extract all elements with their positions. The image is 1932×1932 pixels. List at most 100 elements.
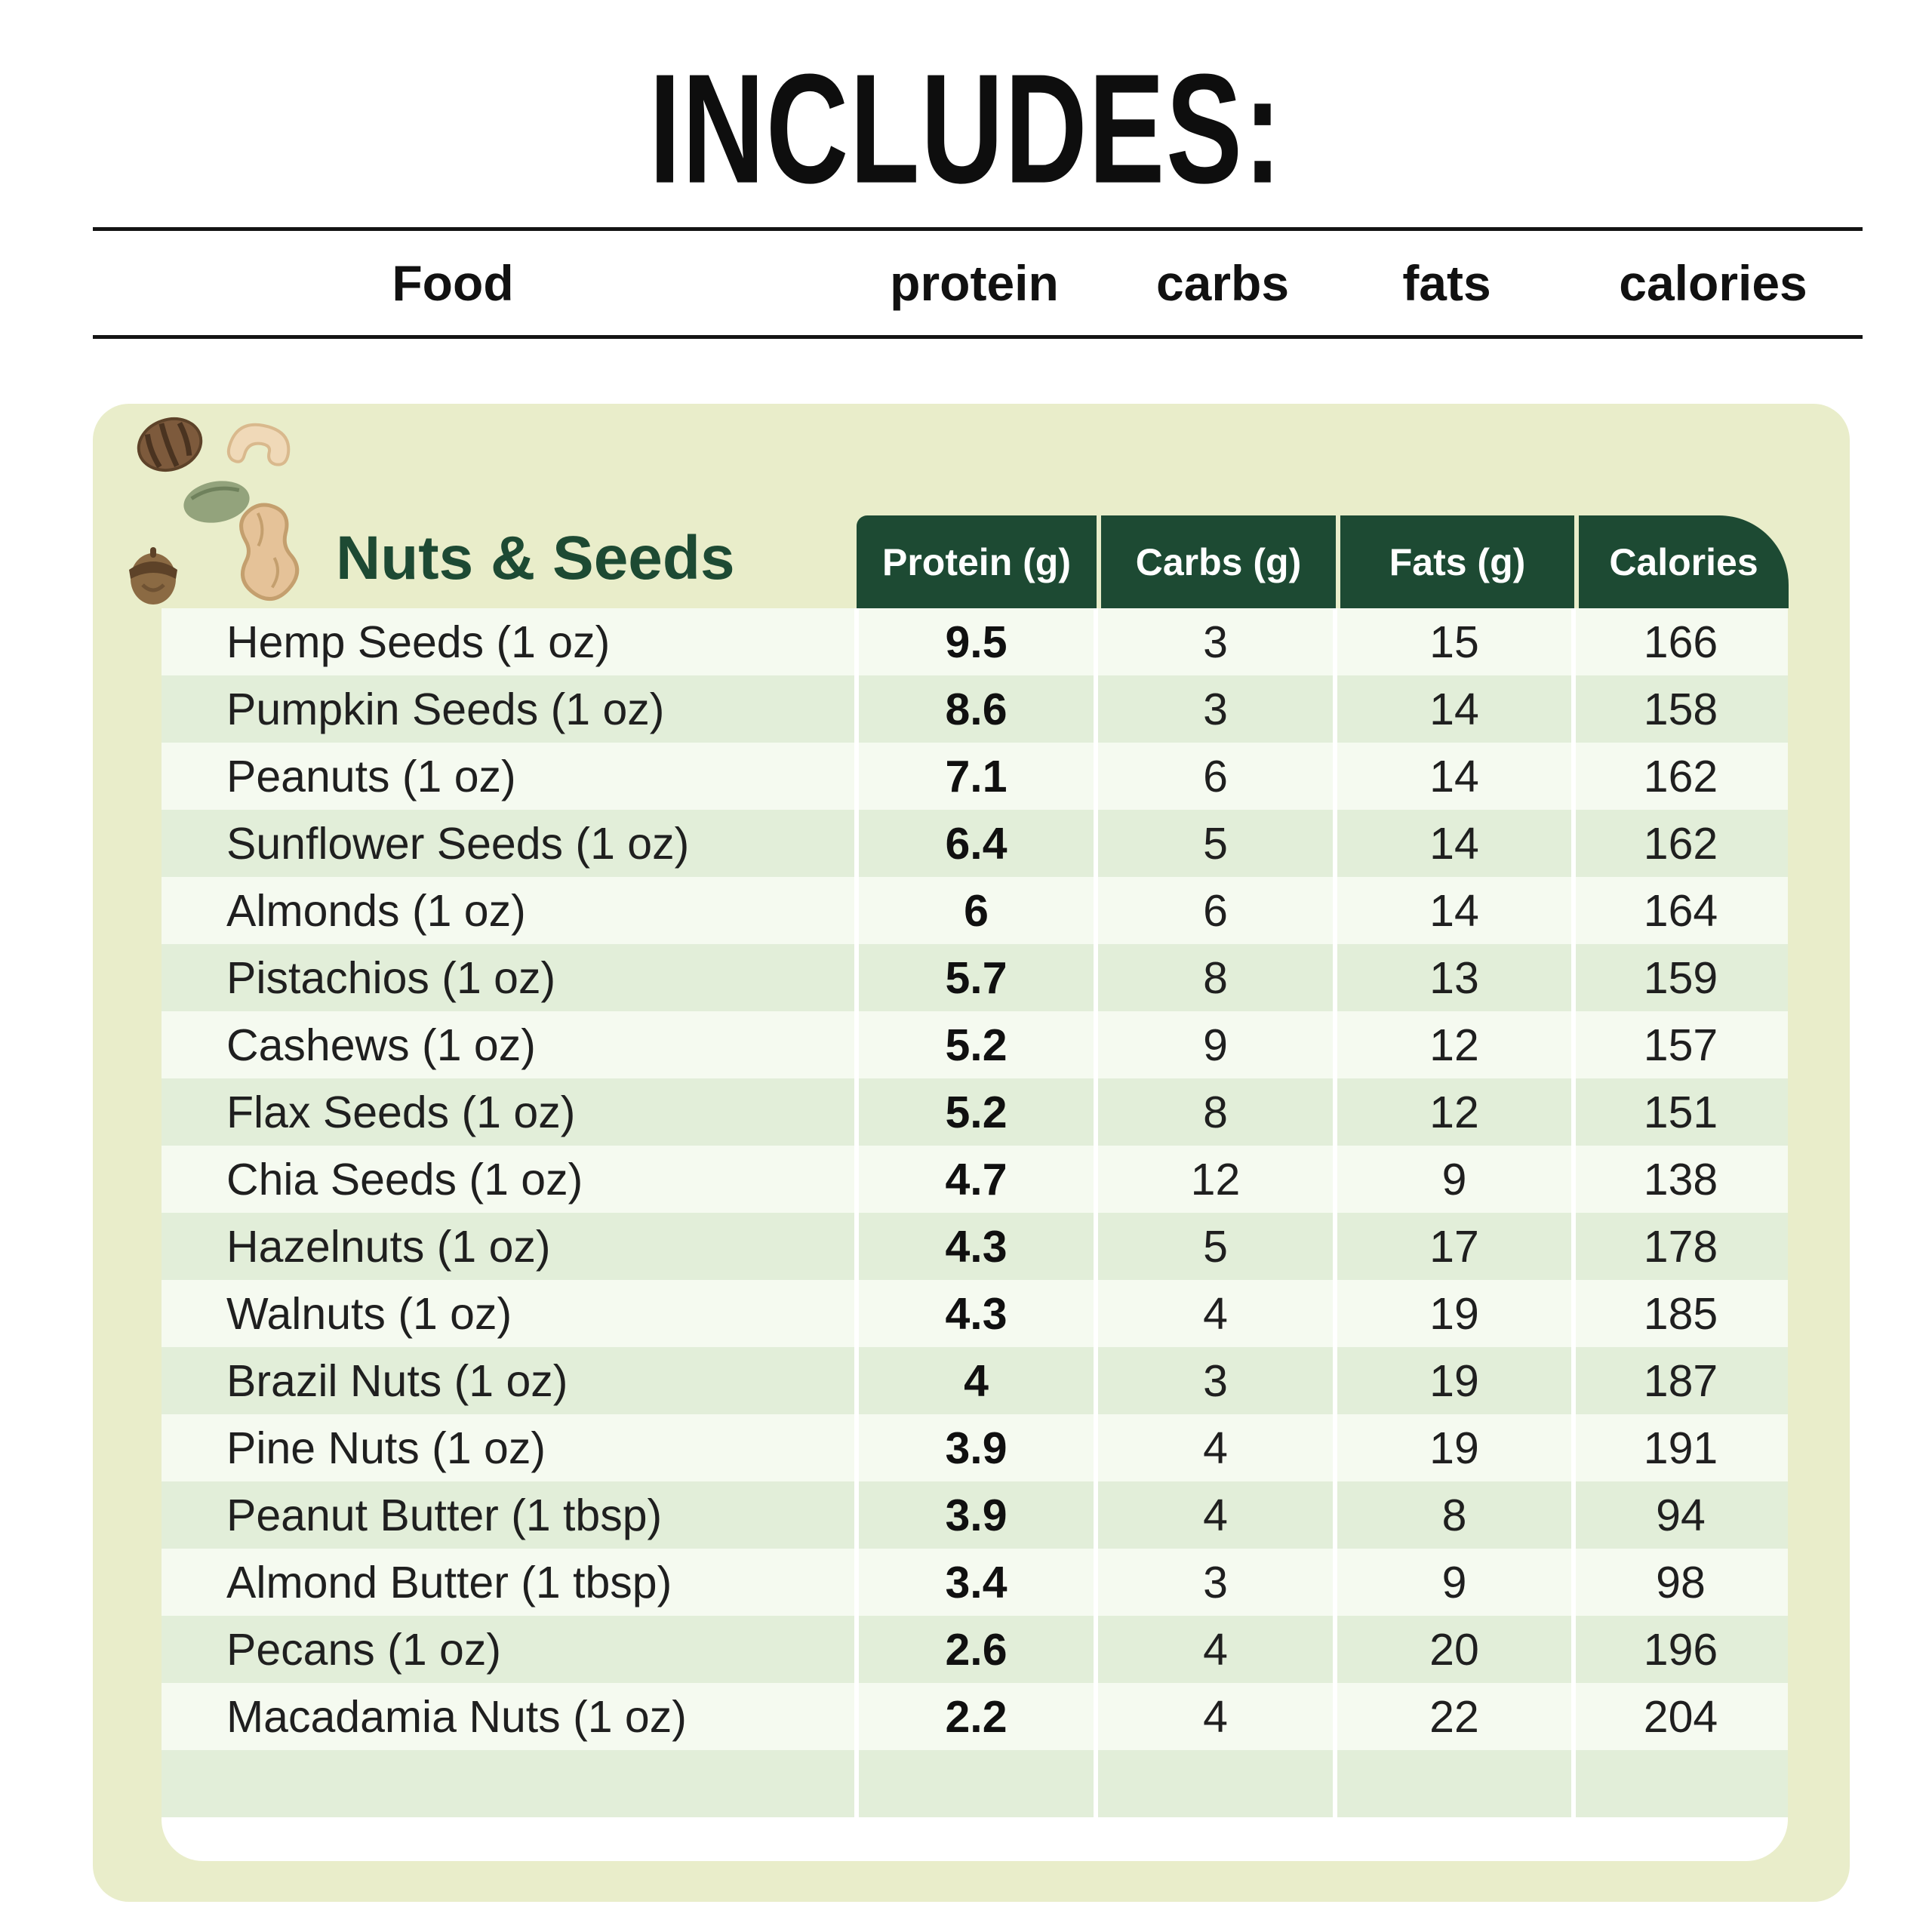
carbs-value: 3 bbox=[1203, 1557, 1228, 1607]
table-row: Pumpkin Seeds (1 oz) 8.6 3 14 158 bbox=[162, 675, 1788, 743]
protein-value: 3.4 bbox=[945, 1557, 1008, 1607]
carbs-value: 3 bbox=[1203, 617, 1228, 667]
protein-value: 3.9 bbox=[945, 1423, 1008, 1473]
table-row: Pine Nuts (1 oz) 3.9 4 19 191 bbox=[162, 1414, 1788, 1481]
fats-value: 19 bbox=[1429, 1288, 1479, 1339]
fats-value: 14 bbox=[1429, 751, 1479, 801]
food-name: Pine Nuts (1 oz) bbox=[226, 1423, 546, 1473]
carbs-value: 4 bbox=[1203, 1624, 1228, 1675]
protein-value: 7.1 bbox=[945, 751, 1008, 801]
fats-value: 14 bbox=[1429, 684, 1479, 734]
bean-icon bbox=[183, 481, 250, 523]
food-name: Hazelnuts (1 oz) bbox=[226, 1221, 551, 1272]
column-separator bbox=[1571, 608, 1576, 1861]
carbs-value: 8 bbox=[1203, 952, 1228, 1003]
calories-value: 166 bbox=[1643, 617, 1718, 667]
protein-value: 6.4 bbox=[945, 818, 1008, 869]
cashew-icon bbox=[226, 423, 291, 466]
column-separator bbox=[854, 608, 859, 1861]
carbs-value: 5 bbox=[1203, 818, 1228, 869]
fats-value: 15 bbox=[1429, 617, 1479, 667]
table-row: Pistachios (1 oz) 5.7 8 13 159 bbox=[162, 944, 1788, 1011]
protein-value: 4 bbox=[964, 1355, 989, 1406]
food-name: Peanut Butter (1 tbsp) bbox=[226, 1490, 663, 1540]
card-title: Nuts & Seeds bbox=[336, 524, 735, 592]
table-row: Cashews (1 oz) 5.2 9 12 157 bbox=[162, 1011, 1788, 1078]
fats-value: 12 bbox=[1429, 1020, 1479, 1070]
table-row: Chia Seeds (1 oz) 4.7 12 9 138 bbox=[162, 1146, 1788, 1213]
fats-value: 20 bbox=[1429, 1624, 1479, 1675]
protein-value: 6 bbox=[964, 885, 989, 936]
carbs-value: 4 bbox=[1203, 1490, 1228, 1540]
protein-value: 3.9 bbox=[945, 1490, 1008, 1540]
table-row: Flax Seeds (1 oz) 5.2 8 12 151 bbox=[162, 1078, 1788, 1146]
food-name: Flax Seeds (1 oz) bbox=[226, 1087, 576, 1137]
food-name: Peanuts (1 oz) bbox=[226, 751, 516, 801]
fats-value: 9 bbox=[1441, 1557, 1467, 1607]
fats-value: 8 bbox=[1441, 1490, 1467, 1540]
summary-fats-label: fats bbox=[1402, 255, 1491, 311]
table-body: Hemp Seeds (1 oz) 9.5 3 15 166 Pumpkin Seeds … bbox=[162, 608, 1788, 1861]
carbs-value: 8 bbox=[1203, 1087, 1228, 1137]
protein-value: 8.6 bbox=[945, 684, 1008, 734]
column-header: Protein (g) bbox=[857, 515, 1097, 608]
fats-value: 19 bbox=[1429, 1355, 1479, 1406]
protein-value: 5.7 bbox=[945, 952, 1008, 1003]
peanut-icon bbox=[239, 503, 300, 601]
fats-value: 14 bbox=[1429, 885, 1479, 936]
calories-value: 164 bbox=[1643, 885, 1718, 936]
fats-value: 17 bbox=[1429, 1221, 1479, 1272]
protein-value: 2.6 bbox=[945, 1624, 1008, 1675]
carbs-value: 6 bbox=[1203, 751, 1228, 801]
calories-value: 191 bbox=[1643, 1423, 1718, 1473]
fats-value: 9 bbox=[1441, 1154, 1467, 1204]
calories-value: 157 bbox=[1643, 1020, 1718, 1070]
column-header: Fats (g) bbox=[1336, 515, 1574, 608]
food-name: Almond Butter (1 tbsp) bbox=[226, 1557, 672, 1607]
protein-value: 4.3 bbox=[945, 1221, 1008, 1272]
fats-value: 13 bbox=[1429, 952, 1479, 1003]
calories-value: 98 bbox=[1656, 1557, 1706, 1607]
empty-stripe-row bbox=[162, 1750, 1788, 1817]
calories-value: 162 bbox=[1643, 751, 1718, 801]
calories-value: 158 bbox=[1643, 684, 1718, 734]
food-name: Pistachios (1 oz) bbox=[226, 952, 556, 1003]
carbs-value: 9 bbox=[1203, 1020, 1228, 1070]
acorn-icon bbox=[129, 547, 177, 605]
food-name: Pecans (1 oz) bbox=[226, 1624, 501, 1675]
carbs-value: 5 bbox=[1203, 1221, 1228, 1272]
calories-value: 159 bbox=[1643, 952, 1718, 1003]
table-row: Almonds (1 oz) 6 6 14 164 bbox=[162, 877, 1788, 944]
table-row: Almond Butter (1 tbsp) 3.4 3 9 98 bbox=[162, 1549, 1788, 1616]
table-row: Macadamia Nuts (1 oz) 2.2 4 22 204 bbox=[162, 1683, 1788, 1750]
table-row: Pecans (1 oz) 2.6 4 20 196 bbox=[162, 1616, 1788, 1683]
calories-value: 185 bbox=[1643, 1288, 1718, 1339]
protein-value: 9.5 bbox=[945, 617, 1008, 667]
carbs-value: 4 bbox=[1203, 1288, 1228, 1339]
page-title: INCLUDES: bbox=[649, 42, 1283, 216]
fats-value: 19 bbox=[1429, 1423, 1479, 1473]
table-row: Hazelnuts (1 oz) 4.3 5 17 178 bbox=[162, 1213, 1788, 1280]
food-name: Chia Seeds (1 oz) bbox=[226, 1154, 583, 1204]
carbs-value: 4 bbox=[1203, 1423, 1228, 1473]
carbs-value: 6 bbox=[1203, 885, 1228, 936]
carbs-value: 3 bbox=[1203, 1355, 1228, 1406]
calories-value: 196 bbox=[1643, 1624, 1718, 1675]
striped-seed-icon bbox=[137, 417, 203, 472]
protein-value: 2.2 bbox=[945, 1691, 1008, 1742]
table-row: Peanut Butter (1 tbsp) 3.9 4 8 94 bbox=[162, 1481, 1788, 1549]
column-separator bbox=[1094, 608, 1098, 1861]
nuts-seeds-card: Nuts & Seeds Protein (g) Carbs (g) Fats (g… bbox=[93, 404, 1850, 1902]
calories-value: 187 bbox=[1643, 1355, 1718, 1406]
table-header: Protein (g) Carbs (g) Fats (g) Calories bbox=[857, 515, 1789, 608]
calories-value: 178 bbox=[1643, 1221, 1718, 1272]
food-name: Almonds (1 oz) bbox=[226, 885, 526, 936]
table-row: Walnuts (1 oz) 4.3 4 19 185 bbox=[162, 1280, 1788, 1347]
calories-value: 162 bbox=[1643, 818, 1718, 869]
summary-food-label: Food bbox=[392, 255, 514, 311]
protein-value: 5.2 bbox=[945, 1020, 1008, 1070]
food-name: Pumpkin Seeds (1 oz) bbox=[226, 684, 665, 734]
summary-protein-label: protein bbox=[890, 255, 1059, 311]
table-row: Brazil Nuts (1 oz) 4 3 19 187 bbox=[162, 1347, 1788, 1414]
table-row: Peanuts (1 oz) 7.1 6 14 162 bbox=[162, 743, 1788, 810]
